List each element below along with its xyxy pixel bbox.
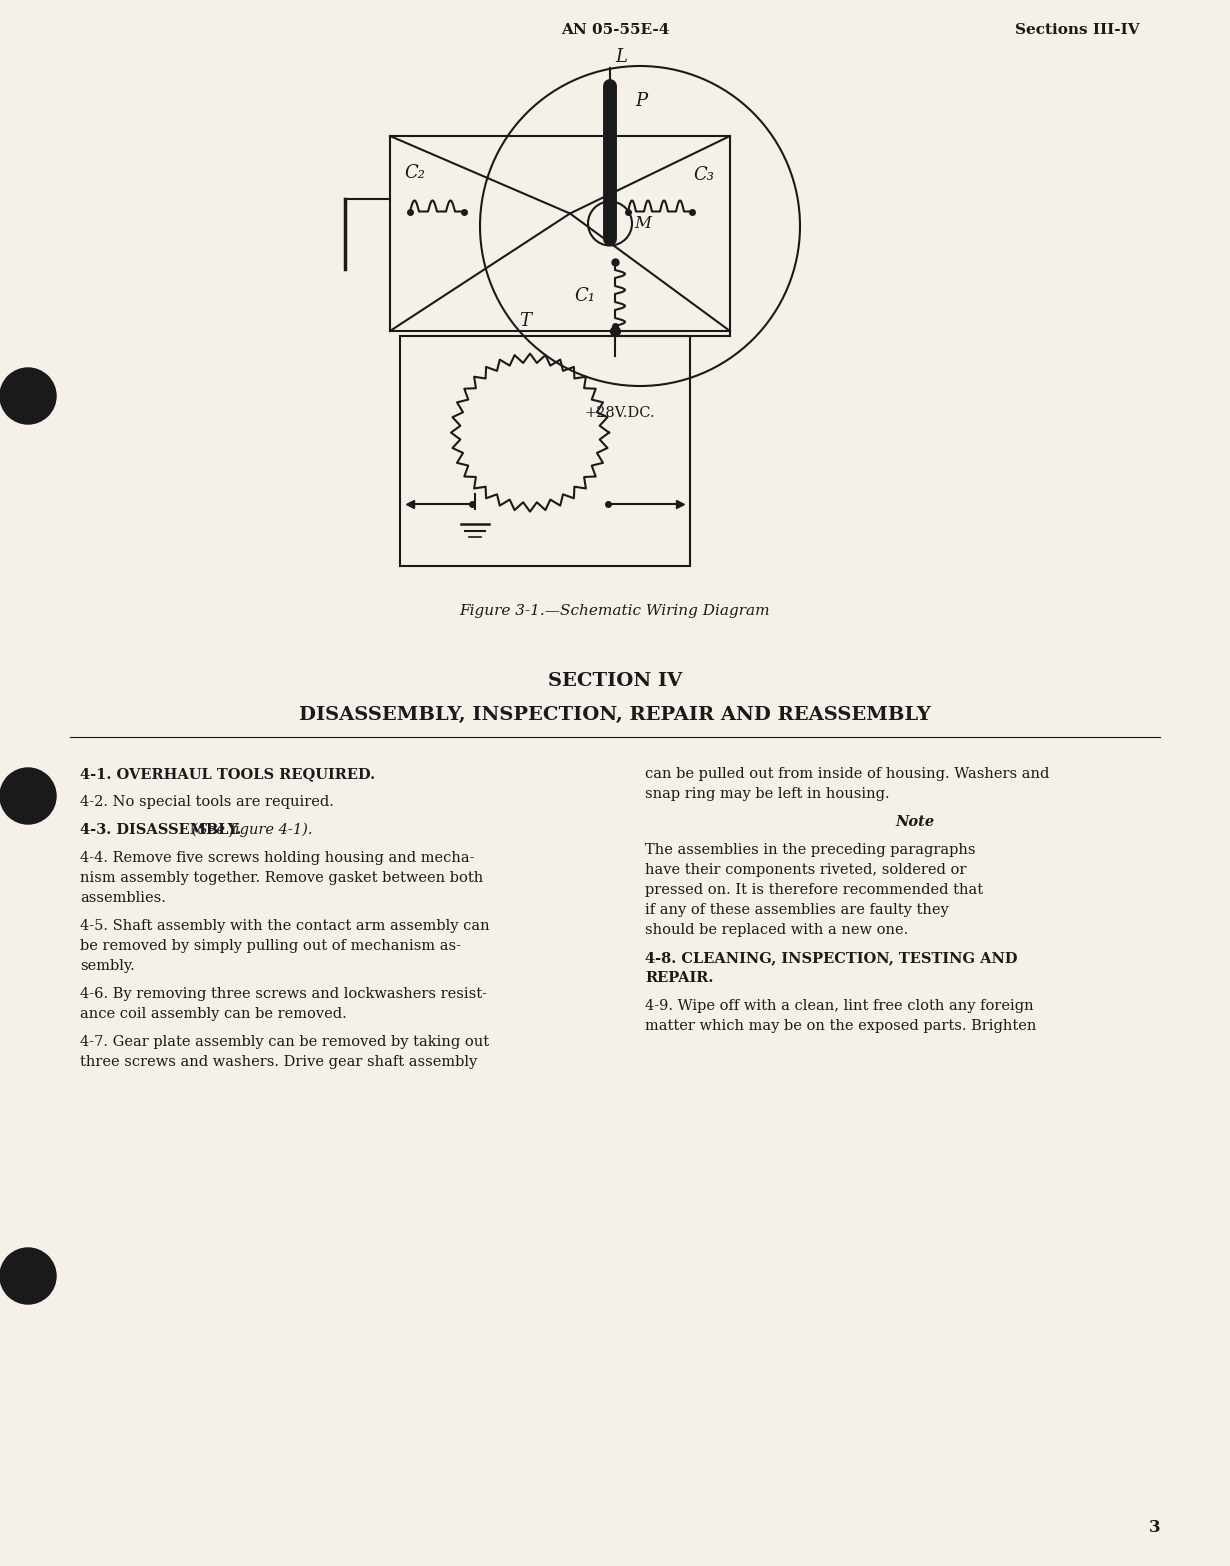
Text: The assemblies in the preceding paragraphs: The assemblies in the preceding paragrap… [645,843,975,857]
Circle shape [0,368,57,424]
Text: have their components riveted, soldered or: have their components riveted, soldered … [645,863,967,877]
Text: M: M [633,215,651,232]
Text: nism assembly together. Remove gasket between both: nism assembly together. Remove gasket be… [80,871,483,885]
Text: 4-5. Shaft assembly with the contact arm assembly can: 4-5. Shaft assembly with the contact arm… [80,919,490,933]
Text: REPAIR.: REPAIR. [645,971,713,985]
Text: sembly.: sembly. [80,958,135,972]
Text: three screws and washers. Drive gear shaft assembly: three screws and washers. Drive gear sha… [80,1055,477,1070]
Text: T: T [519,312,531,330]
Text: 3: 3 [1149,1519,1161,1536]
Text: Figure 3-1.—Schematic Wiring Diagram: Figure 3-1.—Schematic Wiring Diagram [460,604,770,619]
Text: P: P [635,92,647,110]
Text: (See figure 4-1).: (See figure 4-1). [192,824,312,838]
Text: Sections III-IV: Sections III-IV [1016,23,1140,38]
Text: +28V.DC.: +28V.DC. [585,406,656,420]
Text: 4-9. Wipe off with a clean, lint free cloth any foreign: 4-9. Wipe off with a clean, lint free cl… [645,999,1033,1013]
Text: 4-6. By removing three screws and lockwashers resist-: 4-6. By removing three screws and lockwa… [80,987,487,1001]
Text: 4-8. CLEANING, INSPECTION, TESTING AND: 4-8. CLEANING, INSPECTION, TESTING AND [645,951,1017,965]
Text: Note: Note [895,814,935,828]
Text: C₂: C₂ [405,164,426,183]
Text: C₃: C₃ [694,166,715,185]
Text: pressed on. It is therefore recommended that: pressed on. It is therefore recommended … [645,883,983,897]
Text: 4-3. DISASSEMBLY.: 4-3. DISASSEMBLY. [80,824,246,836]
Text: assemblies.: assemblies. [80,891,166,905]
Text: AN 05-55E-4: AN 05-55E-4 [561,23,669,38]
Text: 4-2. No special tools are required.: 4-2. No special tools are required. [80,796,333,810]
Text: C₁: C₁ [574,287,595,305]
Text: L: L [615,49,627,66]
Text: SECTION IV: SECTION IV [547,672,683,691]
Text: be removed by simply pulling out of mechanism as-: be removed by simply pulling out of mech… [80,940,461,954]
Circle shape [0,767,57,824]
Text: DISASSEMBLY, INSPECTION, REPAIR AND REASSEMBLY: DISASSEMBLY, INSPECTION, REPAIR AND REAS… [299,706,931,723]
Text: ance coil assembly can be removed.: ance coil assembly can be removed. [80,1007,347,1021]
Text: should be replaced with a new one.: should be replaced with a new one. [645,922,908,936]
Text: 4-1. OVERHAUL TOOLS REQUIRED.: 4-1. OVERHAUL TOOLS REQUIRED. [80,767,375,781]
Bar [390,136,729,330]
Text: matter which may be on the exposed parts. Brighten: matter which may be on the exposed parts… [645,1019,1037,1034]
Bar [400,337,690,565]
Text: can be pulled out from inside of housing. Washers and: can be pulled out from inside of housing… [645,767,1049,781]
Circle shape [0,1248,57,1304]
Text: 4-7. Gear plate assembly can be removed by taking out: 4-7. Gear plate assembly can be removed … [80,1035,490,1049]
Text: snap ring may be left in housing.: snap ring may be left in housing. [645,788,889,800]
Text: if any of these assemblies are faulty they: if any of these assemblies are faulty th… [645,904,948,918]
Text: 4-4. Remove five screws holding housing and mecha-: 4-4. Remove five screws holding housing … [80,850,475,864]
